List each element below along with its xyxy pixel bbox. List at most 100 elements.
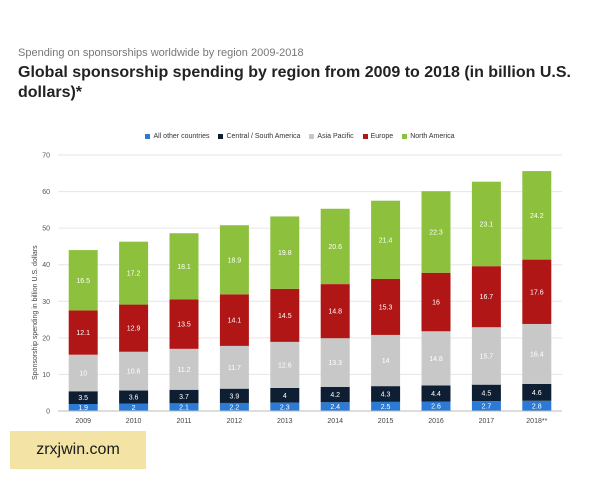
bar-segment: [169, 348, 199, 390]
x-tick-label: 2009: [75, 418, 91, 425]
watermark-badge: zrxjwin.com: [10, 431, 146, 469]
bar-segment: [219, 402, 249, 411]
data-label: 18.1: [177, 264, 191, 271]
data-label: 13.3: [328, 360, 342, 367]
bar-segment: [270, 387, 300, 403]
bar-segment: [471, 327, 501, 385]
data-label: 17.2: [127, 271, 141, 278]
data-label: 14: [382, 358, 390, 365]
x-tick-label: 2010: [126, 418, 142, 425]
data-label: 13.5: [177, 322, 191, 329]
y-tick-label: 70: [42, 153, 50, 160]
x-tick-label: 2016: [428, 418, 444, 425]
bar-segment: [371, 278, 401, 335]
data-label: 2.7: [482, 404, 492, 411]
data-label: 18.9: [228, 257, 242, 264]
data-label: 15.7: [480, 353, 494, 360]
bar-segment: [471, 384, 501, 402]
legend-swatch: [218, 134, 224, 139]
data-label: 12.1: [76, 330, 90, 337]
data-label: 12.9: [127, 326, 141, 333]
bar-segment: [169, 299, 199, 349]
legend-item[interactable]: Asia Pacific: [309, 133, 354, 140]
data-label: 19.8: [278, 250, 292, 257]
bar-segment: [68, 310, 98, 355]
x-tick-label: 2017: [479, 418, 495, 425]
bar-segment: [522, 259, 552, 324]
legend-swatch: [309, 134, 315, 139]
y-tick-label: 50: [42, 226, 50, 233]
legend-item[interactable]: All other countries: [145, 133, 209, 140]
data-label: 16.4: [530, 351, 544, 358]
bar-segment: [68, 391, 98, 405]
x-tick-label: 2012: [227, 418, 243, 425]
bar-segment: [421, 191, 451, 273]
legend-item[interactable]: Europe: [362, 133, 394, 140]
bar-segment: [169, 403, 199, 411]
bar-segment: [219, 294, 249, 346]
y-tick-label: 30: [42, 299, 50, 306]
data-label: 14.5: [278, 313, 292, 320]
data-label: 2.1: [179, 405, 189, 412]
chart-title: Global sponsorship spending by region fr…: [18, 64, 571, 101]
data-label: 4.5: [482, 390, 492, 397]
bar-segment: [421, 331, 451, 386]
data-label: 16: [432, 300, 440, 307]
bar-segment: [471, 401, 501, 411]
data-label: 4.3: [381, 391, 391, 398]
data-label: 3.9: [230, 393, 240, 400]
legend-label: Central / South America: [226, 133, 301, 140]
bar-segment: [270, 402, 300, 411]
bar-segment: [219, 388, 249, 403]
bar-segment: [471, 181, 501, 267]
bar-segment: [371, 200, 401, 279]
data-label: 14.8: [328, 309, 342, 316]
y-axis-label: Sponsorship spending in billion U.S. dol…: [32, 245, 39, 380]
data-label: 2.5: [381, 404, 391, 411]
legend-label: North America: [410, 133, 455, 140]
bar-segment: [169, 233, 199, 300]
data-label: 11.2: [177, 367, 190, 374]
bar-segment: [68, 404, 98, 411]
bar-segment: [320, 208, 350, 285]
legend-swatch: [145, 134, 151, 139]
data-label: 17.6: [530, 289, 544, 296]
bar-segment: [219, 345, 249, 389]
data-label: 1.9: [78, 405, 88, 412]
data-label: 16.5: [76, 278, 90, 285]
data-label: 21.4: [379, 237, 393, 244]
data-label: 10.6: [127, 369, 141, 376]
legend-label: Asia Pacific: [317, 133, 354, 140]
data-label: 2.4: [330, 404, 340, 411]
data-label: 4: [283, 393, 287, 400]
data-label: 12.6: [278, 362, 292, 369]
data-label: 4.2: [330, 392, 340, 399]
y-tick-label: 10: [42, 372, 50, 379]
bar-segment: [522, 383, 552, 401]
legend-item[interactable]: North America: [402, 133, 455, 140]
data-label: 2.2: [230, 404, 240, 411]
legend-item[interactable]: Central / South America: [218, 133, 300, 140]
data-label: 20.6: [328, 244, 342, 251]
bar-segment: [219, 225, 249, 295]
bar-segment: [371, 386, 401, 402]
bar-segment: [421, 272, 451, 332]
data-label: 4.4: [431, 391, 441, 398]
data-label: 3.7: [179, 394, 189, 401]
bar-segment: [471, 266, 501, 328]
bar-segment: [320, 284, 350, 339]
bar-segment: [169, 389, 199, 404]
legend-label: Europe: [370, 133, 394, 140]
bar-segment: [320, 386, 350, 403]
x-tick-label: 2013: [277, 418, 293, 425]
bar-segment: [522, 323, 552, 384]
data-label: 10: [79, 370, 87, 377]
y-tick-label: 0: [46, 409, 50, 416]
bar-segment: [270, 341, 300, 388]
watermark-text: zrxjwin.com: [36, 441, 120, 458]
bar-segment: [119, 390, 149, 404]
bar-segment: [421, 385, 451, 402]
bar-segment: [119, 403, 149, 411]
data-label: 24.2: [530, 213, 544, 220]
